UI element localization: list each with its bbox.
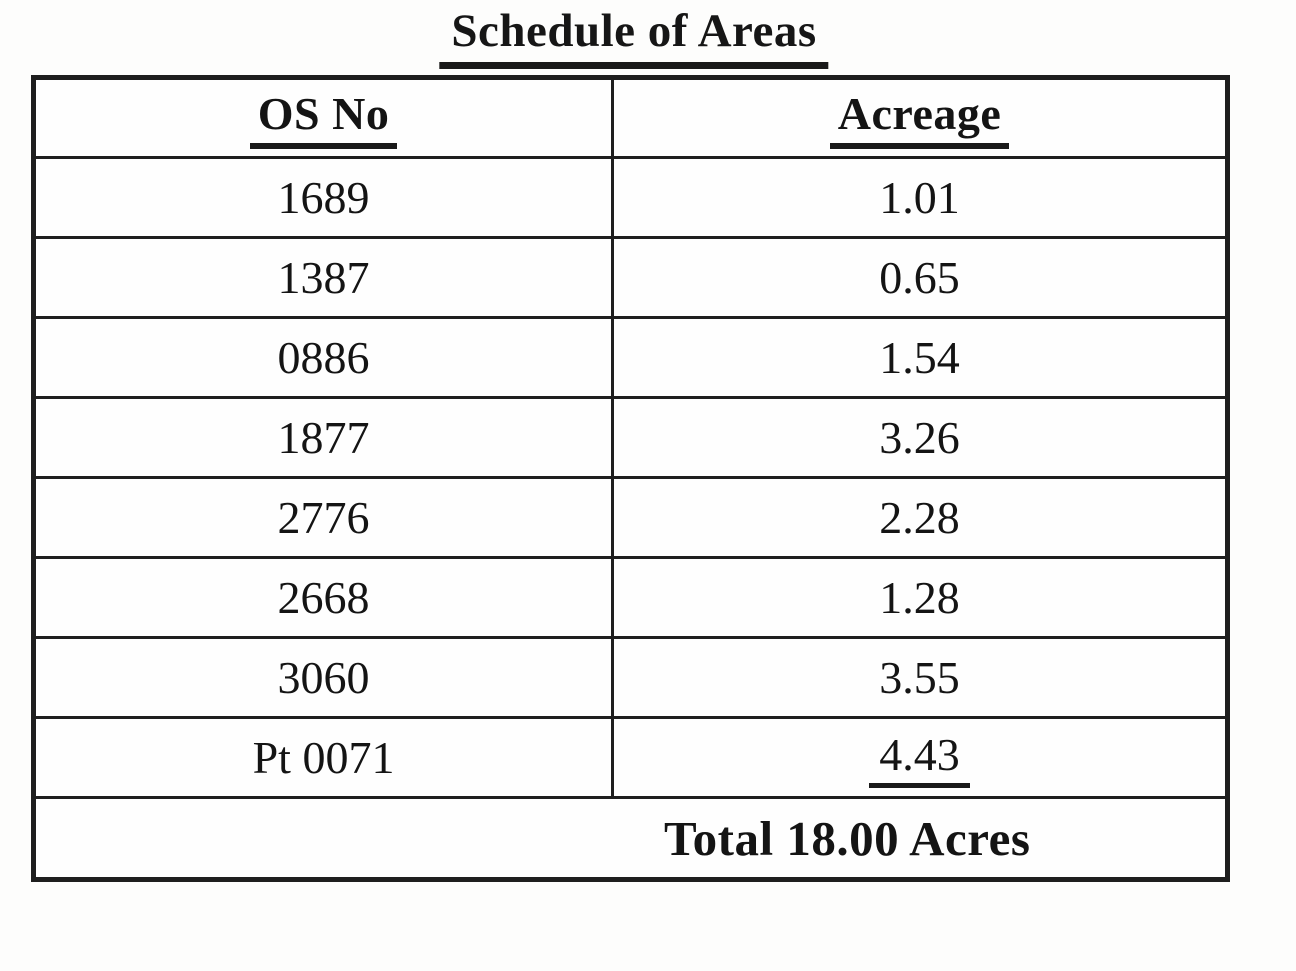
table-row: 3060 3.55 (31, 636, 1229, 719)
os-no-header-label: OS No (249, 87, 398, 149)
os-no-cell: 2776 (31, 476, 615, 559)
schedule-of-areas-table: OS No Acreage 1689 1.01 1387 0.65 0886 1… (31, 75, 1230, 882)
total-cell: Total 18.00 Acres (32, 796, 1229, 881)
table-row: 0886 1.54 (31, 316, 1229, 399)
acreage-underlined-value: 4.43 (869, 728, 970, 788)
total-label: Total 18.00 Acres (664, 810, 1031, 866)
os-no-cell: 2668 (31, 556, 615, 639)
table-row: 2668 1.28 (31, 556, 1229, 639)
page-title-text: Schedule of Areas (439, 4, 829, 69)
page-title: Schedule of Areas (439, 4, 829, 69)
os-no-column-header: OS No (31, 76, 615, 159)
os-no-cell: 1877 (31, 396, 615, 479)
acreage-cell: 1.28 (611, 556, 1229, 639)
table-row: 1877 3.26 (31, 396, 1229, 479)
table-header-row: OS No Acreage (31, 76, 1229, 159)
acreage-cell: 3.55 (611, 636, 1229, 719)
acreage-column-header: Acreage (611, 76, 1229, 159)
os-no-cell: 0886 (31, 316, 615, 399)
table-row: 2776 2.28 (31, 476, 1229, 559)
acreage-cell: 3.26 (611, 396, 1229, 479)
acreage-cell: 2.28 (611, 476, 1229, 559)
table-row: Pt 0071 4.43 (31, 716, 1229, 799)
os-no-cell: 1387 (31, 236, 615, 319)
acreage-header-label: Acreage (829, 87, 1010, 149)
os-no-cell: Pt 0071 (31, 716, 615, 799)
acreage-cell: 1.01 (611, 156, 1229, 239)
table-row: 1689 1.01 (31, 156, 1229, 239)
os-no-cell: 1689 (31, 156, 615, 239)
table-row: 1387 0.65 (31, 236, 1229, 319)
acreage-cell: 0.65 (611, 236, 1229, 319)
total-row: Total 18.00 Acres (32, 796, 1229, 881)
os-no-cell: 3060 (31, 636, 615, 719)
acreage-cell: 1.54 (611, 316, 1229, 399)
acreage-cell: 4.43 (611, 716, 1229, 799)
